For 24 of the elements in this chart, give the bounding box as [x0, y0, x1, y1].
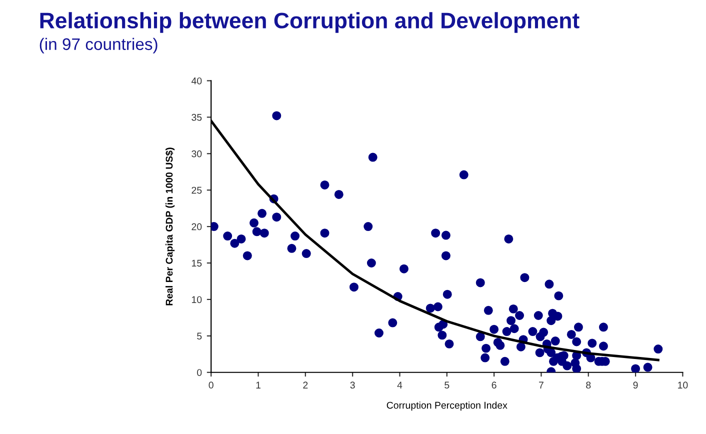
- x-tick-label: 1: [256, 382, 260, 388]
- y-tick-label: 25: [192, 186, 202, 194]
- chart-subtitle: (in 97 countries): [40, 38, 158, 54]
- x-tick-label: 9: [633, 382, 638, 389]
- y-tick-label: 15: [192, 260, 202, 267]
- y-tick-label: 40: [191, 77, 202, 84]
- y-tick-label: 5: [197, 332, 202, 340]
- x-tick-label: 0: [208, 382, 214, 389]
- y-tick-label: 10: [192, 296, 202, 304]
- y-axis-title: Real Per Capita GDP (in 1000 US$): [165, 148, 175, 306]
- x-tick-label: 3: [350, 382, 355, 389]
- x-tick-label: 10: [678, 382, 688, 389]
- y-tick-label: 30: [192, 150, 202, 158]
- chart-title: Relationship between Corruption and Development: [40, 12, 580, 33]
- x-tick-label: 6: [492, 382, 496, 389]
- x-tick-label: 8: [586, 382, 591, 389]
- y-tick-label: 20: [192, 223, 202, 230]
- x-axis-title: Corruption Perception Index: [386, 402, 508, 411]
- x-tick-label: 2: [303, 382, 308, 388]
- x-tick-label: 7: [539, 382, 544, 388]
- y-tick-label: 0: [197, 369, 202, 376]
- x-tick-label: 4: [397, 382, 402, 388]
- y-tick-label: 35: [192, 114, 202, 121]
- x-tick-label: 5: [444, 382, 450, 389]
